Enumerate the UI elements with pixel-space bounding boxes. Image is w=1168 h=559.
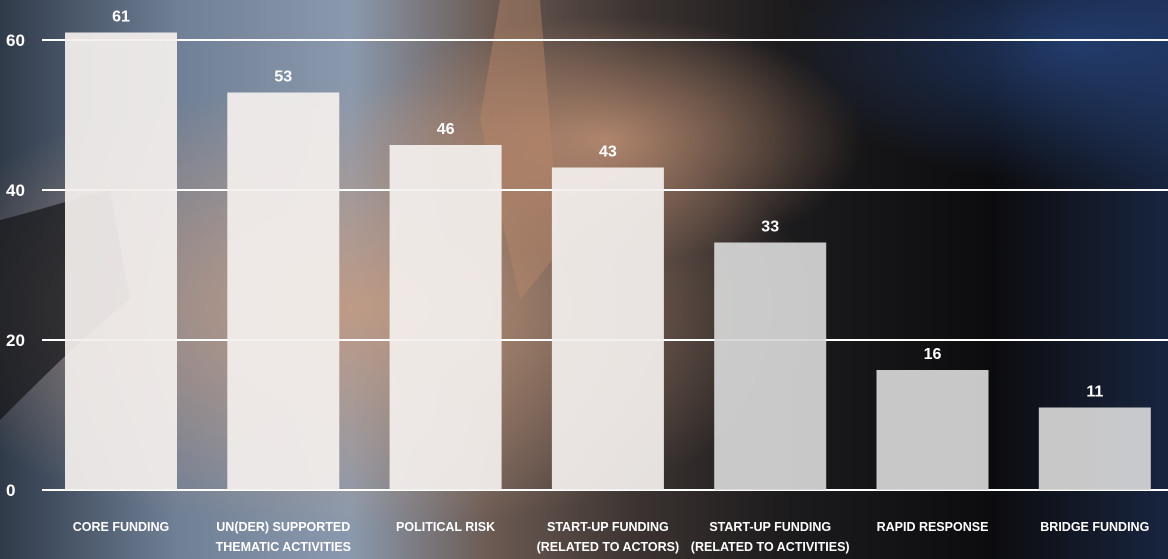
bar <box>714 242 827 490</box>
value-label: 16 <box>924 346 942 363</box>
value-label: 61 <box>112 9 130 26</box>
value-label: 33 <box>761 219 779 236</box>
category-labels: CORE FUNDING UN(DER) SUPPORTED THEMATIC AC… <box>73 520 1150 554</box>
value-label: 11 <box>1086 384 1103 401</box>
value-labels: 61 53 46 43 33 16 11 <box>112 9 1103 401</box>
bars <box>65 32 1151 490</box>
category-label: THEMATIC ACTIVITIES <box>216 540 351 554</box>
y-tick-label: 20 <box>6 331 25 350</box>
value-label: 53 <box>274 69 292 86</box>
bar <box>389 145 502 490</box>
value-label: 43 <box>599 144 617 161</box>
category-label: (RELATED TO ACTORS) <box>537 540 680 554</box>
category-label: CORE FUNDING <box>73 520 170 534</box>
category-label: RAPID RESPONSE <box>877 520 989 534</box>
y-tick-label: 40 <box>6 181 25 200</box>
bar <box>876 370 989 490</box>
bar <box>65 32 177 490</box>
category-label: BRIDGE FUNDING <box>1040 520 1149 534</box>
bar <box>1038 407 1151 490</box>
y-tick-label: 60 <box>6 31 25 50</box>
category-label: (RELATED TO ACTIVITIES) <box>691 540 850 554</box>
category-label: UN(DER) SUPPORTED <box>216 520 350 534</box>
bar <box>227 92 340 490</box>
category-label: START-UP FUNDING <box>709 520 831 534</box>
value-label: 46 <box>437 121 455 138</box>
category-label: START-UP FUNDING <box>547 520 669 534</box>
category-label: POLITICAL RISK <box>396 520 495 534</box>
y-axis-ticks: 0 20 40 60 <box>6 31 25 500</box>
y-tick-label: 0 <box>6 481 15 500</box>
bar <box>551 167 664 490</box>
